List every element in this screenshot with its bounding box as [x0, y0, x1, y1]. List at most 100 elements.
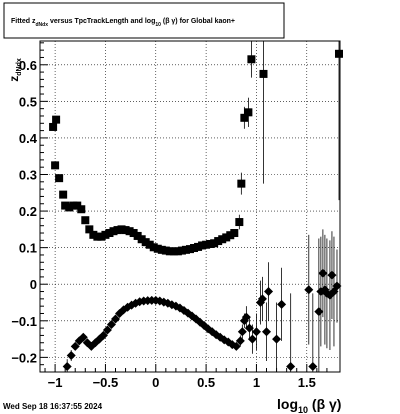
- x-tick-label: −0.5: [93, 375, 119, 390]
- x-tick-label: 1.5: [298, 375, 316, 390]
- data-point-square: [153, 244, 162, 253]
- data-point-square: [49, 122, 58, 131]
- y-axis-label-sub: dNdx: [16, 58, 23, 76]
- data-point-square: [222, 233, 231, 242]
- y-tick-label: 0.4: [19, 131, 38, 146]
- data-point-square: [52, 115, 61, 124]
- title-middle: versus TpcTrackLength and log: [48, 18, 155, 25]
- data-point-square: [334, 49, 343, 58]
- x-axis-label-sub: 10: [298, 405, 308, 414]
- footer-timestamp: Wed Sep 18 16:37:55 2024: [3, 402, 103, 411]
- data-point-diamond: [106, 319, 116, 329]
- data-point-square: [226, 231, 235, 240]
- data-point-diamond: [308, 362, 318, 372]
- chart-title: Fitted zdNdx versus TpcTrackLength and l…: [11, 18, 235, 28]
- data-point-square: [206, 239, 215, 248]
- y-tick-label: −0.2: [11, 350, 37, 365]
- data-point-square: [61, 201, 70, 210]
- data-point-diamond: [286, 362, 296, 372]
- title-sub: dNdx: [36, 22, 49, 28]
- data-point-diamond: [264, 287, 274, 297]
- data-point-diamond: [272, 334, 282, 344]
- data-point-square: [173, 247, 182, 256]
- data-point-square: [133, 231, 142, 240]
- title-box: [3, 2, 285, 39]
- data-point-diamond: [332, 281, 342, 291]
- data-point-diamond: [98, 330, 108, 340]
- data-point-square: [218, 235, 227, 244]
- data-point-square: [210, 239, 219, 248]
- title-suffix: (β γ) for Global kaon+: [161, 18, 235, 25]
- data-point-diamond: [235, 336, 245, 346]
- data-point-square: [165, 247, 174, 256]
- data-point-square: [101, 230, 110, 239]
- data-point-square: [145, 240, 154, 249]
- axis-ticks: −1 −0.5 0 0.5 1 1.5 −0.2 −0.1 0 0.1 0.2 0.3 0.4 0.5 0.…: [11, 42, 328, 390]
- x-tick-label: 1: [253, 375, 260, 390]
- data-point-square: [149, 243, 158, 252]
- data-point-square: [73, 201, 82, 210]
- data-point-diamond: [241, 312, 251, 322]
- data-point-square: [202, 240, 211, 249]
- data-point-square: [181, 245, 190, 254]
- data-point-diamond: [62, 362, 72, 372]
- y-tick-label: 0.5: [19, 94, 37, 109]
- data-point-diamond: [237, 327, 247, 337]
- data-point-diamond: [257, 294, 267, 304]
- data-point-square: [81, 216, 90, 225]
- y-tick-label: −0.1: [11, 314, 37, 329]
- data-point-diamond: [314, 307, 324, 317]
- y-tick-label: 0.2: [19, 204, 37, 219]
- data-point-diamond: [119, 305, 129, 315]
- data-point-diamond: [304, 285, 314, 295]
- x-axis-label: log10 (β γ): [277, 396, 341, 414]
- title-prefix: Fitted z: [11, 18, 36, 25]
- data-point-diamond: [251, 327, 261, 337]
- data-point-square: [125, 227, 134, 236]
- x-tick-label: 0.5: [197, 375, 215, 390]
- data-point-square: [237, 179, 246, 188]
- data-point-square: [77, 205, 86, 214]
- data-point-square: [194, 242, 203, 251]
- data-marks: [49, 49, 343, 372]
- data-point-square: [121, 226, 130, 235]
- y-tick-label: 0.6: [19, 58, 37, 73]
- y-tick-label: 0.1: [19, 241, 37, 256]
- data-point-square: [137, 235, 146, 244]
- y-axis-label: zdNdx: [7, 58, 23, 82]
- data-point-square: [89, 230, 98, 239]
- data-point-square: [177, 246, 186, 255]
- data-point-diamond: [78, 332, 88, 342]
- data-point-diamond: [70, 341, 80, 351]
- grid: [40, 41, 340, 372]
- data-point-square: [190, 244, 199, 253]
- x-axis-label-rest: (β γ): [308, 396, 341, 412]
- data-point-square: [214, 237, 223, 246]
- x-tick-label: 0: [152, 375, 159, 390]
- data-point-square: [230, 229, 239, 238]
- data-point-square: [65, 203, 74, 212]
- data-point-diamond: [318, 268, 328, 278]
- data-point-diamond: [327, 270, 337, 280]
- data-point-square: [198, 241, 207, 250]
- data-point-diamond: [277, 299, 287, 309]
- data-point-square: [51, 161, 60, 170]
- data-point-square: [186, 245, 194, 254]
- data-point-square: [109, 227, 118, 236]
- title-sub2: 10: [155, 22, 161, 28]
- data-point-square: [141, 238, 150, 247]
- data-point-square: [247, 55, 256, 64]
- data-point-square: [169, 247, 178, 256]
- data-point-diamond: [231, 341, 241, 351]
- data-point-square: [161, 246, 170, 255]
- y-tick-label: 0: [30, 277, 37, 292]
- data-point-square: [113, 226, 122, 235]
- data-point-square: [244, 108, 253, 117]
- data-point-square: [59, 190, 68, 199]
- data-point-diamond: [262, 327, 272, 337]
- data-point-square: [235, 218, 244, 227]
- data-point-square: [69, 201, 78, 210]
- data-point-square: [240, 113, 249, 122]
- data-point-square: [85, 225, 94, 234]
